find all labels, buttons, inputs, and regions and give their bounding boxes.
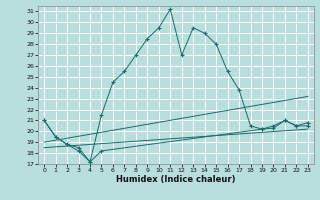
X-axis label: Humidex (Indice chaleur): Humidex (Indice chaleur)	[116, 175, 236, 184]
